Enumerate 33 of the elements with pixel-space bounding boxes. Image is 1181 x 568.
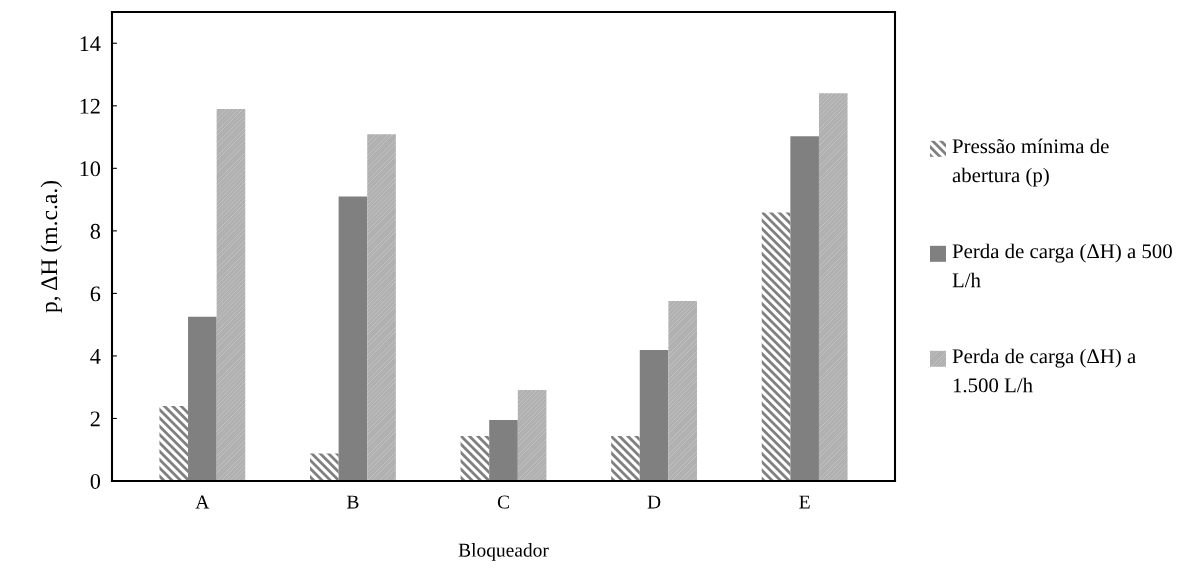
bar xyxy=(159,405,189,481)
x-tick-label: A xyxy=(195,495,210,509)
x-tick-label: C xyxy=(497,495,509,509)
y-tick-label: 2 xyxy=(90,411,100,427)
legend-label: Pressão mínima de abertura (p) xyxy=(952,138,1109,187)
bar xyxy=(216,108,246,481)
y-tick-label: 12 xyxy=(80,98,100,114)
bar xyxy=(639,349,669,481)
bar xyxy=(668,300,697,481)
bar xyxy=(761,212,791,481)
bar xyxy=(818,93,848,481)
bar xyxy=(460,435,490,481)
y-tick-label: 0 xyxy=(90,473,101,489)
bar xyxy=(489,420,518,481)
x-tick-label: D xyxy=(647,495,661,509)
y-tick-label: 14 xyxy=(80,36,101,51)
bar xyxy=(188,316,217,481)
x-tick-label: B xyxy=(347,495,359,509)
y-tick-label: 10 xyxy=(80,161,101,177)
bar xyxy=(310,453,339,481)
y-axis-title: p, ΔH (m.c.a.) xyxy=(40,180,62,313)
bar xyxy=(367,134,396,481)
bar xyxy=(338,196,368,481)
bar xyxy=(790,136,819,481)
y-tick-label: 8 xyxy=(90,223,101,239)
legend-label: Perda de carga (ΔH) a 1.500 L/h xyxy=(952,348,1136,393)
bar xyxy=(611,435,640,481)
x-axis-title: Bloqueador xyxy=(458,543,549,561)
x-tick-label: E xyxy=(799,495,810,509)
y-tick-label: 4 xyxy=(90,349,101,364)
legend-label: Perda de carga (ΔH) a 500 L/h xyxy=(952,243,1172,288)
bar xyxy=(517,390,547,481)
y-tick-label: 6 xyxy=(90,286,101,302)
